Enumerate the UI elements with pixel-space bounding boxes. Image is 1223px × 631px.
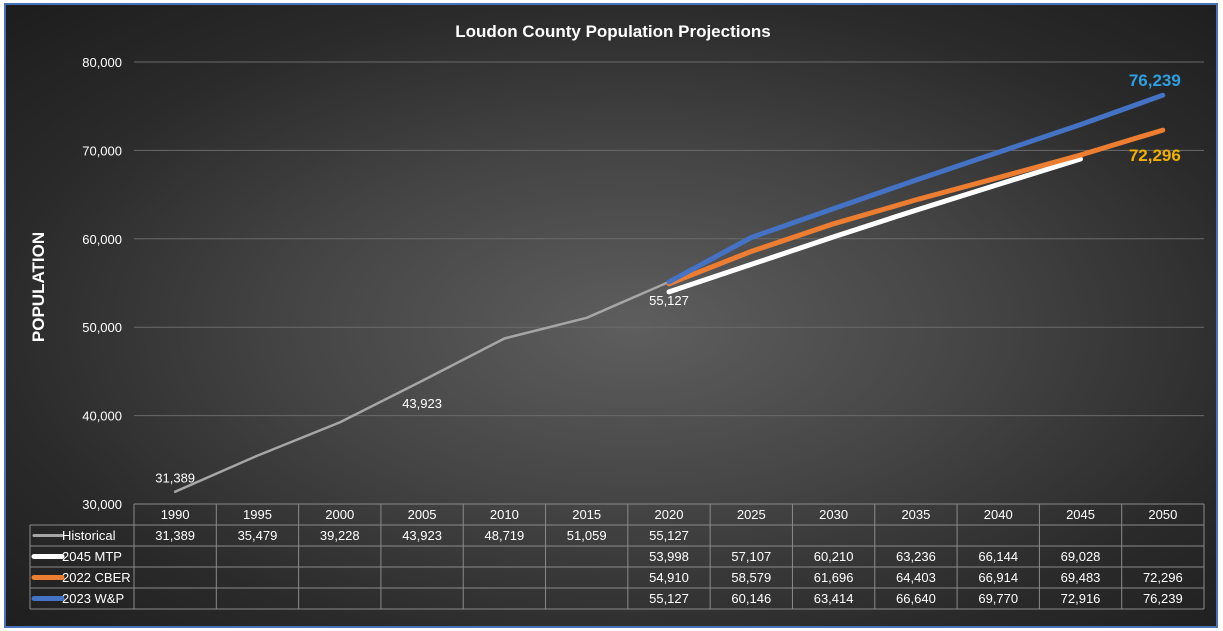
x-tick-label: 2020 xyxy=(655,507,684,522)
legend-label: 2023 W&P xyxy=(62,591,124,606)
y-tick-label: 70,000 xyxy=(82,143,122,158)
data-labels: 31,389 43,923 55,127 76,239 72,296 xyxy=(155,71,1181,485)
table-cell: 43,923 xyxy=(402,528,442,543)
table-cell: 48,719 xyxy=(485,528,525,543)
x-tick-label: 1995 xyxy=(243,507,272,522)
table-cell: 72,296 xyxy=(1143,570,1183,585)
y-tick-label: 30,000 xyxy=(82,497,122,512)
y-tick-label: 40,000 xyxy=(82,409,122,424)
x-tick-label: 1990 xyxy=(161,507,190,522)
end-value-label: 76,239 xyxy=(1129,71,1181,90)
y-tick-label: 80,000 xyxy=(82,55,122,70)
table-cell: 55,127 xyxy=(649,528,689,543)
series-line-2023-w-p xyxy=(666,92,1166,285)
chart-frame: Loudon County Population Projections POP… xyxy=(4,3,1218,628)
table-cell: 76,239 xyxy=(1143,591,1183,606)
table-cell: 53,998 xyxy=(649,549,689,564)
x-tick-label: 2045 xyxy=(1066,507,1095,522)
x-tick-label: 2000 xyxy=(325,507,354,522)
y-tick-label: 60,000 xyxy=(82,232,122,247)
line-chart: Loudon County Population Projections POP… xyxy=(29,22,1205,610)
x-tick-label: 2010 xyxy=(490,507,519,522)
series-line-historical xyxy=(173,280,671,493)
legend-label: 2045 MTP xyxy=(62,549,122,564)
table-cell: 61,696 xyxy=(814,570,854,585)
x-tick-label: 2015 xyxy=(572,507,601,522)
table-cell: 35,479 xyxy=(238,528,278,543)
end-value-label: 72,296 xyxy=(1129,146,1181,165)
y-axis-title: POPULATION xyxy=(29,232,48,342)
data-label: 31,389 xyxy=(155,471,195,486)
data-label: 55,127 xyxy=(649,293,689,308)
table-cell: 60,210 xyxy=(814,549,854,564)
table-cell: 69,028 xyxy=(1061,549,1101,564)
x-tick-label: 2040 xyxy=(984,507,1013,522)
data-label: 43,923 xyxy=(402,396,442,411)
table-cell: 66,914 xyxy=(978,570,1018,585)
x-tick-label: 2035 xyxy=(901,507,930,522)
legend-label: 2022 CBER xyxy=(62,570,131,585)
legend-label: Historical xyxy=(62,528,116,543)
table-cell: 63,236 xyxy=(896,549,936,564)
table-cell: 66,640 xyxy=(896,591,936,606)
table-cell: 69,770 xyxy=(978,591,1018,606)
table-cell: 60,146 xyxy=(731,591,771,606)
table-cell: 55,127 xyxy=(649,591,689,606)
table-cell: 66,144 xyxy=(978,549,1018,564)
series-line-2022-cber xyxy=(666,127,1166,287)
gridlines xyxy=(134,61,1204,417)
table-cell: 57,107 xyxy=(731,549,771,564)
y-tick-label: 50,000 xyxy=(82,320,122,335)
x-tick-label: 2025 xyxy=(737,507,766,522)
table-cell: 39,228 xyxy=(320,528,360,543)
table-cell: 54,910 xyxy=(649,570,689,585)
table-cell: 72,916 xyxy=(1061,591,1101,606)
table-cell: 69,483 xyxy=(1061,570,1101,585)
table-cell: 51,059 xyxy=(567,528,607,543)
x-tick-label: 2030 xyxy=(819,507,848,522)
y-axis-ticks: 30,000 40,000 50,000 60,000 70,000 80,000 xyxy=(82,55,122,512)
data-table: 1990 1995 2000 2005 2010 2015 2020 2025 2030 2035… xyxy=(29,503,1205,610)
series-line-2045-mtp xyxy=(666,156,1083,295)
table-cell: 31,389 xyxy=(155,528,195,543)
x-tick-label: 2050 xyxy=(1148,507,1177,522)
table-cell: 58,579 xyxy=(731,570,771,585)
series-lines xyxy=(173,92,1166,493)
chart-title: Loudon County Population Projections xyxy=(455,22,770,41)
table-cell: 64,403 xyxy=(896,570,936,585)
table-cell: 63,414 xyxy=(814,591,854,606)
x-tick-label: 2005 xyxy=(408,507,437,522)
